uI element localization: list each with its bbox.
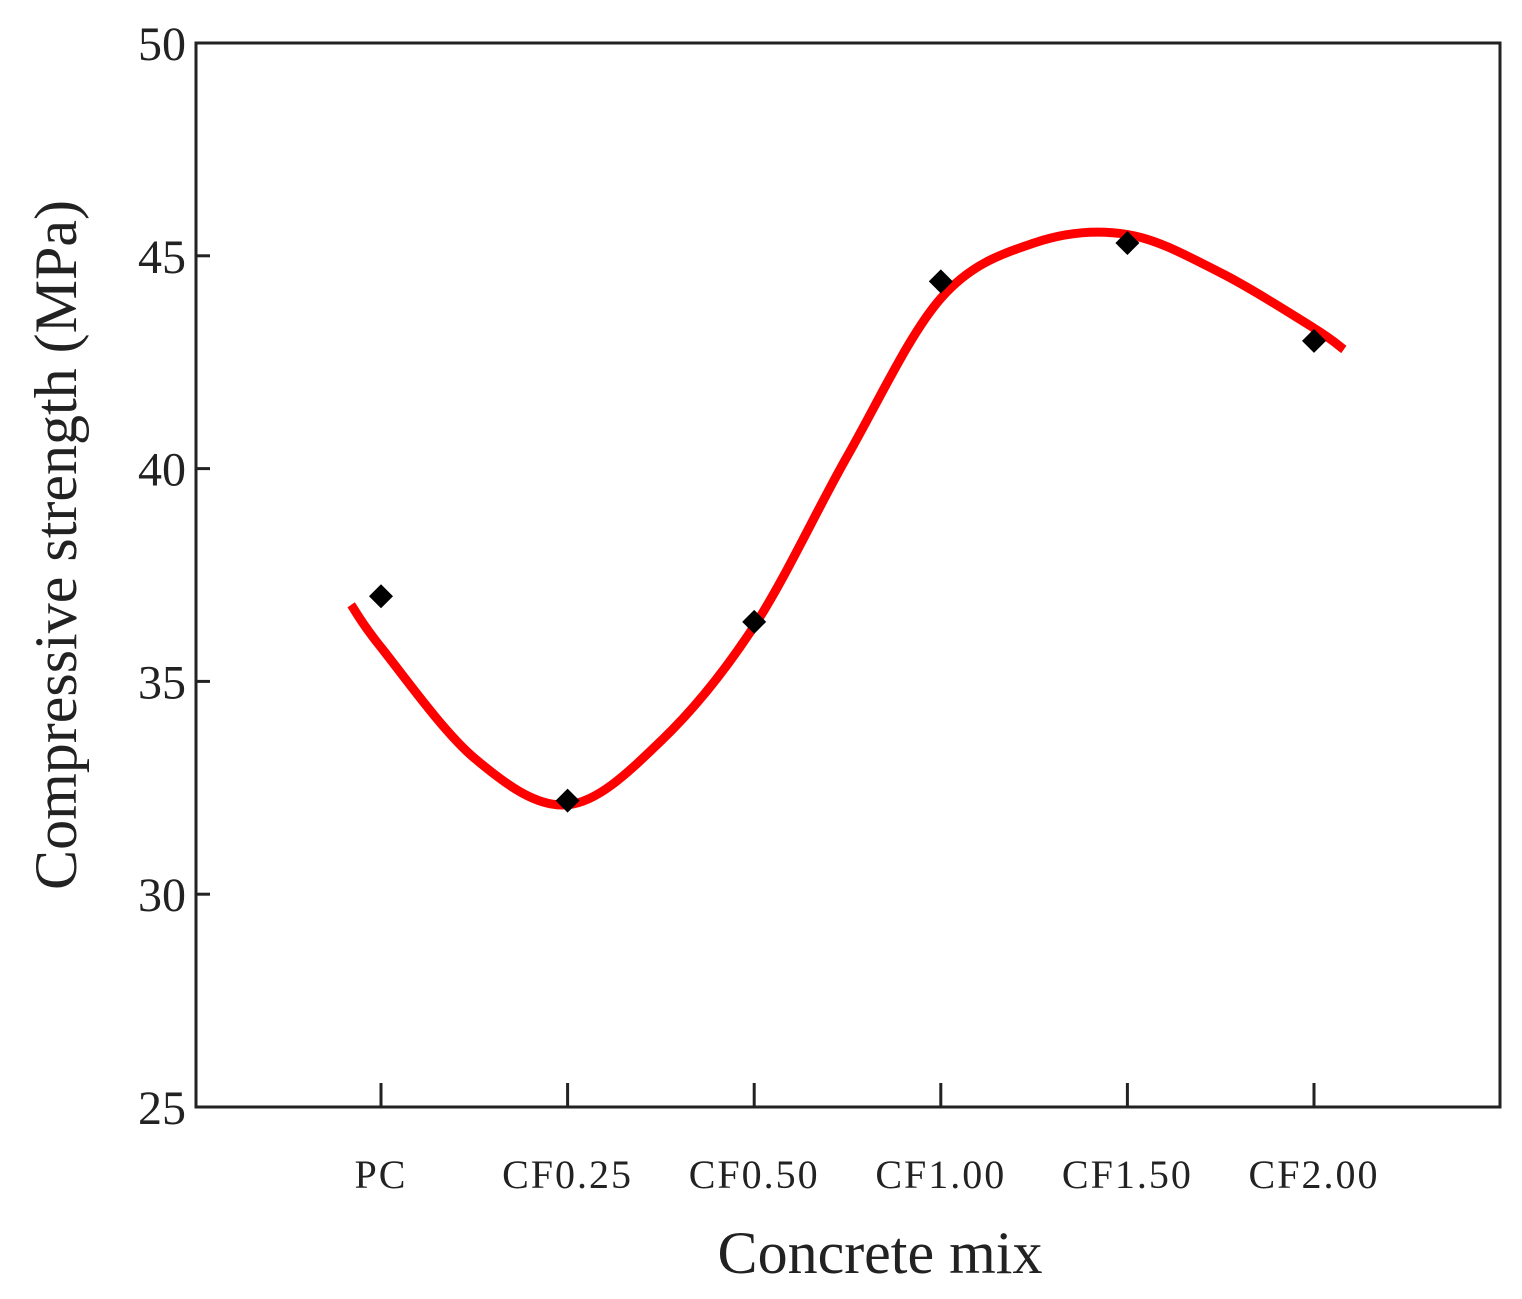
x-tick-label: CF1.00 [875,1152,1006,1197]
plot-area-frame [194,41,1502,1109]
trend-line-layer [347,227,1347,810]
data-point [1302,328,1326,353]
y-tick-label: 30 [138,869,186,922]
y-tick-label: 50 [138,18,186,71]
data-point [928,269,953,294]
x-tick-label: CF0.25 [502,1152,633,1197]
y-tick-label: 45 [138,231,186,284]
data-points-layer [369,231,1326,813]
x-axis-title: Concrete mix [718,1220,1043,1286]
x-tick-label: PC [355,1152,408,1197]
data-point [742,609,767,634]
x-tick-label: CF0.50 [689,1152,820,1197]
x-axis-ticks: PC CF0.25 CF0.50 CF1.00 CF1.50 CF2.00 [355,1083,1380,1197]
y-axis-ticks: 25 30 35 40 45 50 [138,18,210,1135]
x-tick-label: CF1.50 [1062,1152,1193,1197]
y-tick-label: 35 [138,656,186,709]
y-tick-label: 40 [138,444,186,497]
data-point [369,584,393,609]
data-point [555,788,580,813]
x-tick-label: CF2.00 [1249,1152,1380,1197]
y-axis-title: Compressive strength (MPa) [23,200,89,890]
trend-line [347,227,1347,810]
y-tick-label: 25 [138,1082,186,1135]
data-point [1115,231,1140,256]
